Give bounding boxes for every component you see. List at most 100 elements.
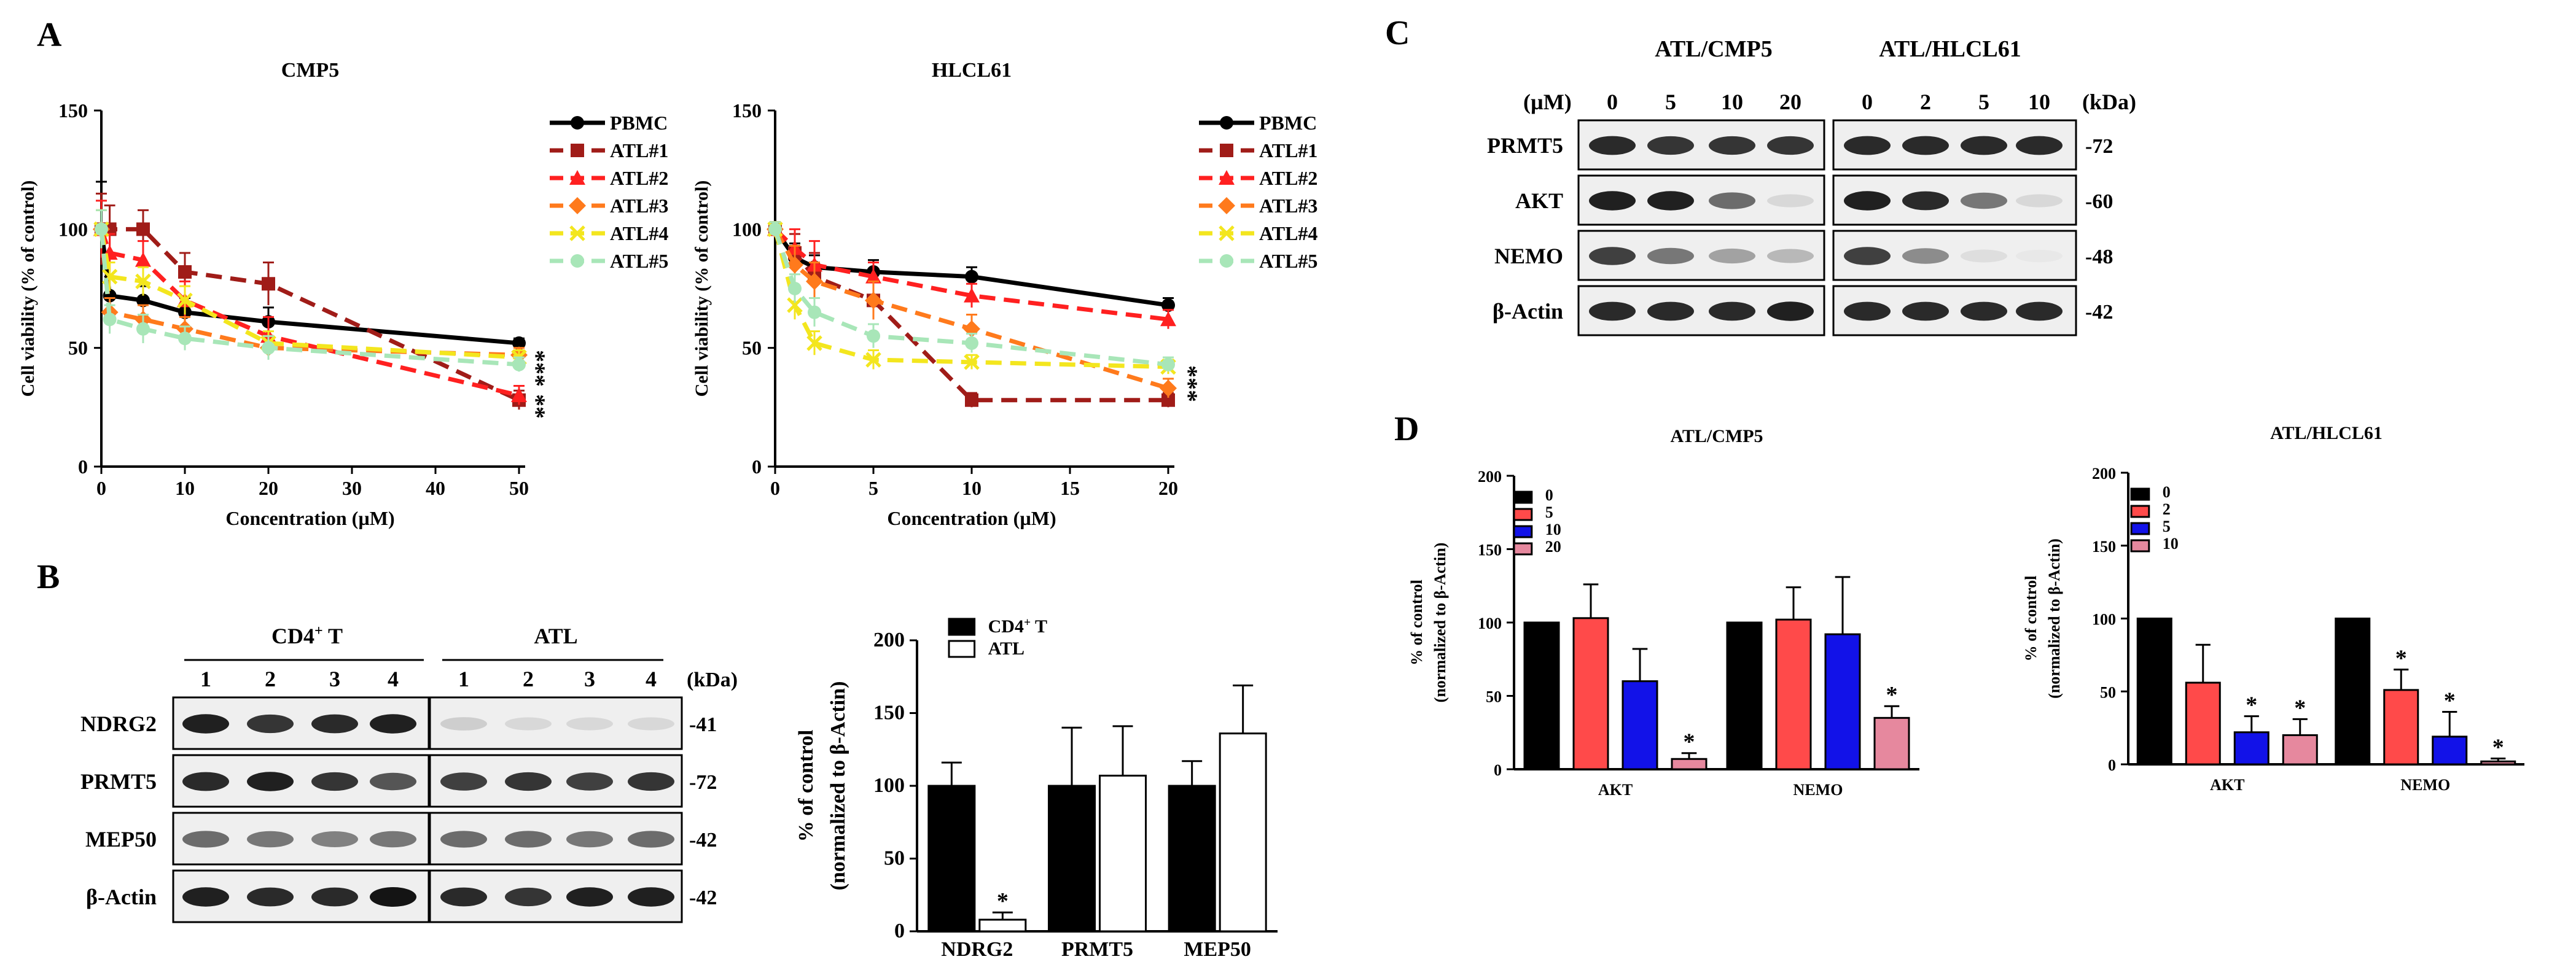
y-tick-label: 200 [873,629,905,651]
blot-B-band [566,717,613,731]
blot-C-kda-header: (kDa) [2082,90,2136,114]
legend-label: 0 [2163,483,2171,501]
blot-C-band [1589,301,1636,321]
x-tick-label: 0 [770,477,780,499]
blot-C-band [1767,301,1814,321]
legend-swatch [2130,539,2150,553]
blot-C-row-label: AKT [1515,188,1563,213]
x-tick-label: 30 [342,477,362,499]
blot-C-band [2016,194,2063,208]
blot-C-band [1589,136,1636,155]
y-tick-label: 150 [58,99,88,122]
blot-B-kda-header: (kDa) [687,669,738,691]
blot-B-band [182,714,229,734]
blot-B-band [370,714,416,734]
x-tick-label: 0 [96,477,106,499]
bar [2233,731,2270,766]
blot-C-lane-label: 0 [1607,90,1618,114]
blot-C-band [1961,136,2007,155]
blot-B-rows: NDRG2 -41 PRMT5 -72 MEP50 -42 β-Actin -42 [80,696,717,923]
data-point [512,357,526,371]
significance-mark: * [2444,688,2456,714]
bar [2432,735,2468,766]
blot-C-band [1844,247,1891,265]
legend-marker [1220,144,1233,157]
data-point [865,352,881,368]
blot-B-band [182,772,229,791]
y-axis-label: (normalized to β-Actin) [1431,543,1449,703]
data-point [867,329,880,343]
legend-label: ATL#2 [610,167,668,189]
y-tick-label: 150 [1478,541,1502,559]
chart-title: CMP5 [281,59,339,82]
series-line [99,228,520,398]
series-line [99,228,520,360]
series-atl3 [767,220,1177,398]
blot-C-band [1961,249,2007,263]
bar [1775,618,1812,770]
blot-C-blot-frame [1832,285,2077,336]
y-tick-label: 0 [78,456,88,478]
category-label: NEMO [2400,776,2450,794]
bar [2282,734,2318,766]
bar [1726,621,1763,770]
significance-mark: * [2246,693,2257,718]
legend-marker [1219,225,1235,241]
data-point [177,292,193,309]
blot-B-band [505,717,552,731]
blot-B-row-label: MEP50 [85,827,157,852]
data-point [178,332,192,346]
legend-label: CD4+ T [988,616,1047,637]
data-point [512,336,526,350]
legend-label: ATL#3 [610,195,668,217]
data-point [135,252,151,267]
x-axis-label: Concentration (µM) [225,507,394,529]
label-C: C [1385,14,1410,52]
chart-title: ATL/HLCL61 [2270,423,2383,443]
data-point [768,222,782,236]
y-tick-label: 100 [732,218,762,240]
legend-marker [1219,170,1235,185]
blot-C-lane-label: 20 [1779,90,1801,114]
legend-marker [571,116,584,130]
y-tick-label: 100 [58,218,88,240]
bar [1572,617,1609,770]
legend-marker [571,144,584,157]
legend-marker [1218,197,1235,214]
y-axis-label: % of control [1408,580,1426,665]
legend-swatch [1513,508,1533,521]
blot-B-band [628,831,674,848]
chart-title: HLCL61 [932,59,1012,82]
blot-B-band [182,831,229,848]
y-axis-label: Cell viability (% of control) [692,180,712,397]
legend-swatch [948,618,976,636]
data-point [136,222,150,236]
blot-C-unit: (µM) [1523,90,1572,114]
y-axis-label: % of control [795,730,818,842]
legend-swatch [948,640,976,658]
blot-C-band [1589,191,1636,211]
blot-C-lane-labels: 0 5 10 20 0 2 5 10 [1607,90,2050,114]
blot-C-band [1767,249,1814,263]
legend-marker [1220,116,1233,130]
bar [978,918,1027,933]
x-tick-label: 20 [1158,477,1178,499]
blot-B-band [628,887,674,907]
blot-B-group-atl: ATL [534,624,577,648]
x-tick-label: 10 [962,477,982,499]
legend-swatch [1513,542,1533,556]
legend-marker [569,197,586,214]
legend-label: 2 [2163,500,2171,518]
blot-B-band [440,717,487,731]
bar [2335,618,2371,766]
blot-C-kda-label: -48 [2085,246,2113,268]
legend-label: ATL#2 [1259,167,1317,189]
blot-B-band [505,772,552,791]
legend-swatch [2130,505,2150,518]
blot-B-band [311,714,358,734]
y-tick-label: 0 [1494,761,1502,779]
blot-C-lane-label: 5 [1665,90,1676,114]
blot-B-band [440,887,487,907]
legend-label: ATL#1 [610,139,668,161]
